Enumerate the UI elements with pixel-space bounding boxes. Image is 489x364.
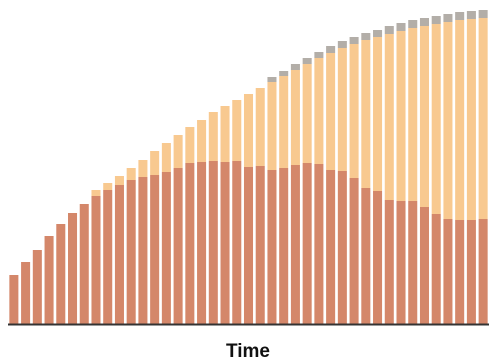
bar-segment <box>126 180 136 324</box>
bar-segment <box>431 214 441 324</box>
bar-segment <box>302 64 312 163</box>
x-axis-label: Time <box>226 341 270 362</box>
bar-segment <box>361 188 371 324</box>
bar-segment <box>103 183 113 190</box>
bar-segment <box>302 163 312 324</box>
bar-segment <box>32 250 42 324</box>
bar-segment <box>138 160 148 177</box>
bar-segment <box>314 58 324 164</box>
bar-segment <box>431 16 441 24</box>
bar-segment <box>408 20 418 28</box>
bar-segment <box>337 41 347 48</box>
bar-segment <box>384 26 394 34</box>
bar-segment <box>208 112 218 161</box>
bar-segment <box>220 162 230 324</box>
bar-segment <box>173 168 183 324</box>
bar-segment <box>243 94 254 167</box>
bar-segment <box>466 11 476 19</box>
bar-segment <box>243 167 254 324</box>
bar-segment <box>373 30 383 37</box>
bar-segment <box>361 40 371 188</box>
bar-segment <box>443 219 453 324</box>
bar-segment <box>419 26 429 207</box>
bar-segment <box>279 168 289 324</box>
bar-segment <box>408 201 418 324</box>
bar-segment <box>396 31 406 201</box>
bar-segment <box>79 204 89 324</box>
bar-segment <box>373 37 383 191</box>
bar-segment <box>349 37 359 44</box>
bar-segment <box>478 18 488 219</box>
bar-segment <box>267 170 277 324</box>
bar-segment <box>326 46 336 53</box>
bar-segment <box>220 106 230 162</box>
bar-segment <box>337 171 347 324</box>
bar-segment <box>232 161 242 324</box>
bar-segment <box>197 120 207 162</box>
bar-segment <box>103 190 113 324</box>
bar-segment <box>56 224 66 324</box>
bar-segment <box>455 20 465 220</box>
bar-segment <box>161 143 171 172</box>
bar-segment <box>384 200 394 324</box>
bar-segment <box>290 70 300 165</box>
bar-segment <box>326 53 336 170</box>
bar-segment <box>114 176 124 185</box>
bar-segment <box>185 127 195 163</box>
bar-segment <box>443 22 453 219</box>
bar-segment <box>161 172 171 324</box>
bar-segment <box>361 33 371 40</box>
bar-segment <box>455 220 465 324</box>
bar-segment <box>349 178 359 324</box>
bar-segment <box>478 10 488 18</box>
bar-segment <box>197 162 207 324</box>
bar-segment <box>396 23 406 31</box>
bar-segment <box>326 170 336 324</box>
bar-segment <box>267 82 277 170</box>
bar-segment <box>443 14 453 22</box>
bar-segment <box>290 165 300 324</box>
bar-segment <box>126 168 136 180</box>
bar-segment <box>466 220 476 324</box>
bar-segment <box>150 151 160 175</box>
bar-segment <box>478 219 488 324</box>
bar-segment <box>466 19 476 220</box>
bar-segment <box>255 88 265 166</box>
bar-segment <box>419 18 429 26</box>
bar-segment <box>314 164 324 324</box>
bar-segment <box>373 191 383 324</box>
bar-segment <box>173 135 183 168</box>
bar-segment <box>267 77 277 82</box>
bar-segment <box>185 163 195 324</box>
bar-segment <box>232 100 242 161</box>
bar-segment <box>279 76 289 168</box>
bar-segment <box>9 275 19 324</box>
bar-segment <box>290 64 300 70</box>
bar-segment <box>279 71 289 76</box>
bar-segment <box>431 24 441 214</box>
bar-segment <box>396 201 406 324</box>
bar-segment <box>68 213 78 324</box>
bar-segment <box>314 52 324 58</box>
bar-segment <box>384 34 394 200</box>
bar-segment <box>21 262 31 324</box>
bar-segment <box>337 48 347 171</box>
bar-segment <box>255 166 265 324</box>
bar-segment <box>138 177 148 324</box>
bar-segment <box>208 161 218 324</box>
bar-segment <box>302 58 312 64</box>
bar-segment <box>44 236 54 324</box>
bar-segment <box>349 44 359 178</box>
bar-segment <box>91 190 101 196</box>
bar-segment <box>114 185 124 324</box>
bar-segment <box>91 196 101 324</box>
bar-segment <box>455 12 465 20</box>
bar-segment <box>150 175 160 324</box>
bar-segment <box>408 28 418 201</box>
bar-segment <box>419 207 429 324</box>
